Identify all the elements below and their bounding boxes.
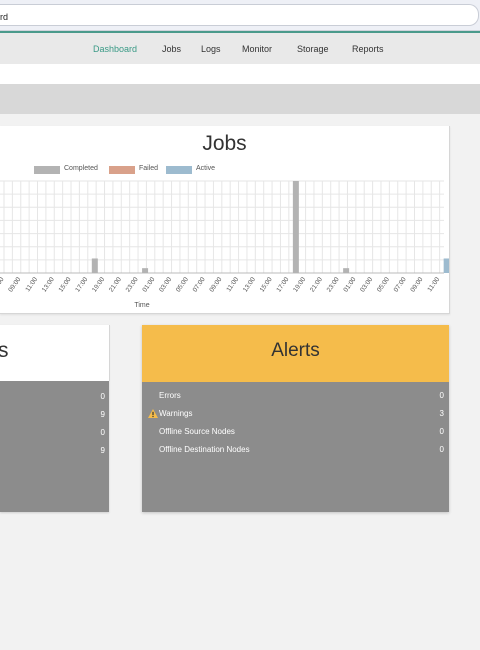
x-tick-label: 11:00 <box>24 276 39 293</box>
x-tick-label: 17:00 <box>275 276 290 294</box>
x-tick-label: 05:00 <box>175 276 190 294</box>
legend-swatch-failed <box>109 166 135 174</box>
summary-value-3: 0 <box>100 428 105 437</box>
alert-row-offline-source[interactable]: Offline Source Nodes 0 <box>142 427 449 439</box>
url-field[interactable]: rd <box>0 4 479 26</box>
summary-value-2: 9 <box>100 410 105 419</box>
bar-completed-17 <box>292 181 299 273</box>
x-tick-label: 05:00 <box>376 276 391 294</box>
x-tick-label: 01:00 <box>141 276 156 294</box>
x-tick-label: 09:00 <box>7 276 22 294</box>
legend-swatch-completed <box>34 166 60 174</box>
x-tick-label: 13:00 <box>41 276 56 294</box>
x-tick-label: 07:00 <box>393 276 408 294</box>
x-axis-title: Time <box>134 302 149 309</box>
legend-label-failed[interactable]: Failed <box>139 165 159 172</box>
top-navigation: Dashboard Jobs Logs Monitor Storage Repo… <box>0 31 480 66</box>
jobs-chart: 07:00 09:00 11:00 13:00 15:00 17:00 19:00 21:00… <box>0 180 449 309</box>
alert-value-warnings: 3 <box>439 409 444 418</box>
alert-label-warnings: Warnings <box>159 409 193 418</box>
x-tick-label: 19:00 <box>292 276 307 294</box>
x-tick-label: 21:00 <box>309 276 324 294</box>
legend-swatch-active <box>166 166 192 174</box>
x-tick-label: 03:00 <box>359 276 374 294</box>
alert-value-errors: 0 <box>439 391 444 400</box>
x-tick-label: 01:00 <box>342 276 357 294</box>
x-tick-label: 13:00 <box>242 276 257 294</box>
bar-active-26 <box>443 258 449 273</box>
sub-toolbar <box>0 84 480 114</box>
nav-logs[interactable]: Logs <box>201 44 221 54</box>
spacer-band <box>0 64 480 84</box>
legend-label-completed[interactable]: Completed <box>64 165 98 172</box>
warning-icon <box>148 409 158 418</box>
x-tick-label: 17:00 <box>74 276 89 294</box>
alert-value-offline-source: 0 <box>439 427 444 436</box>
summary-panel-title: s <box>0 339 9 362</box>
x-tick-label: 21:00 <box>108 276 123 294</box>
bar-completed-20 <box>343 268 350 273</box>
summary-panel-header: s <box>0 325 110 381</box>
summary-panel-left: s 0 9 0 9 <box>0 325 110 512</box>
nav-monitor[interactable]: Monitor <box>242 44 273 54</box>
jobs-panel-title: Jobs <box>202 132 247 155</box>
x-tick-label: 09:00 <box>208 276 223 294</box>
nav-jobs[interactable]: Jobs <box>162 44 182 54</box>
browser-address-bar: rd <box>0 0 480 31</box>
bar-completed-5 <box>91 258 98 273</box>
alert-label-offline-destination: Offline Destination Nodes <box>159 445 250 454</box>
alerts-title: Alerts <box>271 340 320 361</box>
alerts-header: Alerts <box>142 325 449 382</box>
x-tick-label: 07:00 <box>0 276 6 294</box>
url-text: rd <box>0 12 9 22</box>
alert-row-warnings[interactable]: Warnings 3 <box>142 409 449 421</box>
alerts-panel: Alerts Errors 0 Warnings 3 Offline Sourc… <box>142 325 449 512</box>
x-tick-label: 23:00 <box>125 276 140 294</box>
x-tick-label: 11:00 <box>426 276 441 293</box>
x-tick-label: 11:00 <box>225 276 240 293</box>
alert-row-errors[interactable]: Errors 0 <box>142 391 449 403</box>
alert-value-offline-destination: 0 <box>439 445 444 454</box>
x-tick-label: 19:00 <box>91 276 106 294</box>
x-tick-label: 07:00 <box>192 276 207 294</box>
alert-label-errors: Errors <box>159 391 181 400</box>
bar-completed-8 <box>142 268 149 273</box>
x-tick-label: 09:00 <box>409 276 424 294</box>
chart-legend: Completed Failed Active <box>0 165 449 177</box>
x-tick-label: 15:00 <box>259 276 274 294</box>
summary-value-4: 9 <box>100 446 105 455</box>
jobs-panel: Jobs Completed Failed Active 07:00 09:00 1… <box>0 126 450 314</box>
alert-label-offline-source: Offline Source Nodes <box>159 427 235 436</box>
nav-dashboard[interactable]: Dashboard <box>93 44 138 66</box>
x-tick-label: 23:00 <box>326 276 341 294</box>
x-tick-label: 15:00 <box>58 276 73 294</box>
legend-label-active[interactable]: Active <box>196 165 216 172</box>
nav-storage[interactable]: Storage <box>297 44 329 54</box>
x-tick-label: 03:00 <box>158 276 173 294</box>
alert-row-offline-destination[interactable]: Offline Destination Nodes 0 <box>142 445 449 457</box>
summary-value-1: 0 <box>100 392 105 401</box>
nav-reports[interactable]: Reports <box>352 44 384 54</box>
